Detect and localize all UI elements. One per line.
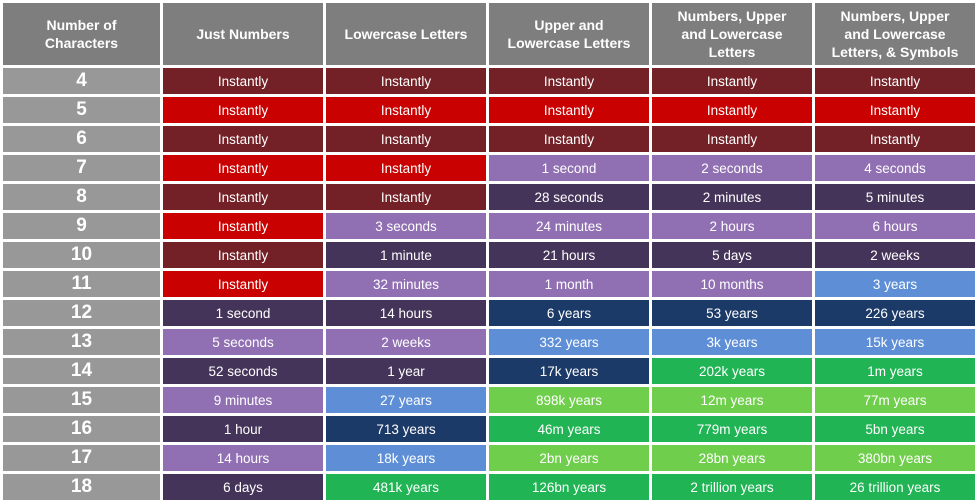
table-cell: 6 years [489, 300, 649, 326]
table-cell: 2 trillion years [652, 474, 812, 500]
table-cell: 9 minutes [163, 387, 323, 413]
table-cell: Instantly [489, 126, 649, 152]
table-cell: Instantly [163, 213, 323, 239]
column-header: Numbers, Upper and Lowercase Letters [652, 3, 812, 65]
table-cell: 126bn years [489, 474, 649, 500]
table-cell: 26 trillion years [815, 474, 975, 500]
column-header: Lowercase Letters [326, 3, 486, 65]
table-cell: 10 months [652, 271, 812, 297]
table-cell: 1 year [326, 358, 486, 384]
table-cell: Instantly [815, 68, 975, 94]
table-cell: 5 seconds [163, 329, 323, 355]
table-cell: 1 second [163, 300, 323, 326]
row-char-count: 11 [3, 271, 160, 297]
row-char-count: 14 [3, 358, 160, 384]
table-cell: 5 days [652, 242, 812, 268]
table-cell: 1 month [489, 271, 649, 297]
table-cell: 24 minutes [489, 213, 649, 239]
row-char-count: 16 [3, 416, 160, 442]
table-cell: 226 years [815, 300, 975, 326]
table-cell: 28bn years [652, 445, 812, 471]
table-cell: 5 minutes [815, 184, 975, 210]
table-cell: Instantly [815, 97, 975, 123]
table-cell: Instantly [163, 242, 323, 268]
table-cell: 14 hours [326, 300, 486, 326]
table-cell: Instantly [326, 184, 486, 210]
table-cell: 481k years [326, 474, 486, 500]
table-cell: 202k years [652, 358, 812, 384]
table-cell: Instantly [163, 184, 323, 210]
table-cell: 1 hour [163, 416, 323, 442]
table-cell: 2bn years [489, 445, 649, 471]
table-cell: Instantly [652, 68, 812, 94]
table-cell: 5bn years [815, 416, 975, 442]
table-cell: 1 minute [326, 242, 486, 268]
table-cell: 46m years [489, 416, 649, 442]
table-cell: Instantly [489, 97, 649, 123]
table-cell: 2 hours [652, 213, 812, 239]
table-cell: 12m years [652, 387, 812, 413]
row-char-count: 5 [3, 97, 160, 123]
table-cell: Instantly [163, 271, 323, 297]
table-cell: 18k years [326, 445, 486, 471]
table-cell: 380bn years [815, 445, 975, 471]
table-cell: 898k years [489, 387, 649, 413]
table-cell: 2 weeks [326, 329, 486, 355]
table-cell: Instantly [163, 155, 323, 181]
table-cell: 1 second [489, 155, 649, 181]
table-cell: Instantly [163, 126, 323, 152]
column-header: Just Numbers [163, 3, 323, 65]
row-char-count: 17 [3, 445, 160, 471]
table-cell: 2 minutes [652, 184, 812, 210]
table-cell: 32 minutes [326, 271, 486, 297]
row-char-count: 7 [3, 155, 160, 181]
table-cell: 3 seconds [326, 213, 486, 239]
table-cell: 52 seconds [163, 358, 323, 384]
column-header: Upper and Lowercase Letters [489, 3, 649, 65]
table-cell: 3 years [815, 271, 975, 297]
table-cell: 77m years [815, 387, 975, 413]
table-cell: Instantly [326, 126, 486, 152]
table-cell: Instantly [163, 68, 323, 94]
row-char-count: 9 [3, 213, 160, 239]
table-cell: Instantly [489, 68, 649, 94]
table-cell: 332 years [489, 329, 649, 355]
table-cell: 17k years [489, 358, 649, 384]
table-cell: 27 years [326, 387, 486, 413]
table-cell: Instantly [652, 126, 812, 152]
table-cell: Instantly [815, 126, 975, 152]
table-cell: Instantly [326, 155, 486, 181]
table-cell: 21 hours [489, 242, 649, 268]
table-cell: 4 seconds [815, 155, 975, 181]
row-char-count: 10 [3, 242, 160, 268]
table-cell: Instantly [652, 97, 812, 123]
table-cell: 2 weeks [815, 242, 975, 268]
table-cell: 15k years [815, 329, 975, 355]
row-char-count: 12 [3, 300, 160, 326]
table-cell: 14 hours [163, 445, 323, 471]
table-cell: 713 years [326, 416, 486, 442]
table-cell: Instantly [326, 97, 486, 123]
column-header: Number of Characters [3, 3, 160, 65]
row-char-count: 13 [3, 329, 160, 355]
row-char-count: 8 [3, 184, 160, 210]
table-cell: 28 seconds [489, 184, 649, 210]
table-cell: Instantly [326, 68, 486, 94]
row-char-count: 6 [3, 126, 160, 152]
table-cell: 53 years [652, 300, 812, 326]
row-char-count: 15 [3, 387, 160, 413]
table-cell: Instantly [163, 97, 323, 123]
table-cell: 779m years [652, 416, 812, 442]
row-char-count: 4 [3, 68, 160, 94]
row-char-count: 18 [3, 474, 160, 500]
table-cell: 3k years [652, 329, 812, 355]
table-cell: 6 hours [815, 213, 975, 239]
table-cell: 2 seconds [652, 155, 812, 181]
table-cell: 6 days [163, 474, 323, 500]
column-header: Numbers, Upper and Lowercase Letters, & … [815, 3, 975, 65]
table-cell: 1m years [815, 358, 975, 384]
